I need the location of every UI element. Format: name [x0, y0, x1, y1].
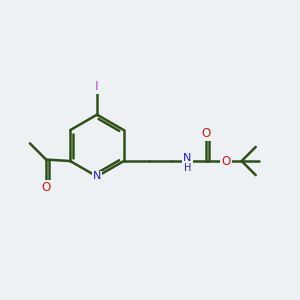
Text: N: N: [183, 153, 192, 163]
Text: O: O: [41, 181, 51, 194]
Text: I: I: [95, 80, 99, 94]
Text: O: O: [221, 154, 231, 167]
Text: H: H: [184, 163, 191, 172]
Text: N: N: [93, 172, 101, 182]
Text: O: O: [201, 127, 210, 140]
